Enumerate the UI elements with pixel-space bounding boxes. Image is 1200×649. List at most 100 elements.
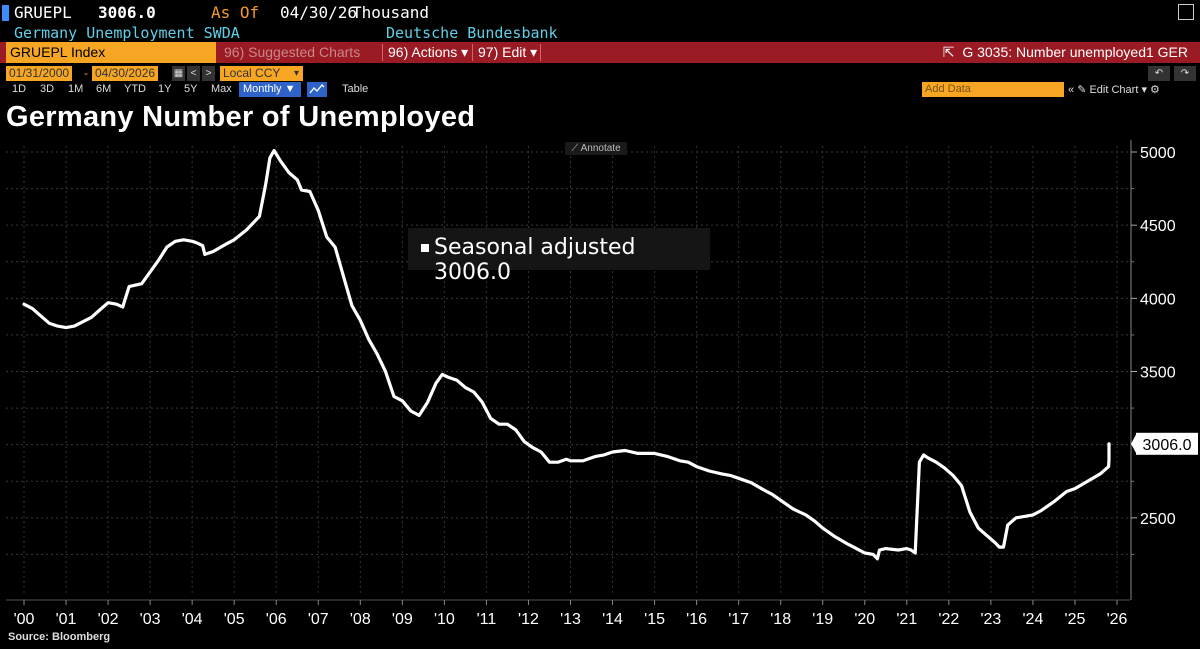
x-tick-label: '24 bbox=[1022, 611, 1043, 628]
period-3d[interactable]: 3D bbox=[40, 83, 55, 95]
data-source: Deutsche Bundesbank bbox=[386, 24, 558, 42]
next-period-button[interactable]: > bbox=[202, 66, 215, 81]
security-header: GRUEPL 3006.0 As Of 04/30/26 Thousand bbox=[0, 2, 1200, 24]
window-resize-icon[interactable] bbox=[1178, 4, 1194, 20]
frequency-label: Monthly bbox=[243, 83, 282, 95]
x-tick-label: '11 bbox=[477, 611, 497, 628]
chart-code-label: G 3035: Number unemployed1 GER bbox=[962, 44, 1188, 60]
pencil-icon: ⟋ bbox=[571, 143, 579, 154]
x-tick-label: '19 bbox=[812, 611, 833, 628]
period-max[interactable]: Max bbox=[211, 83, 232, 95]
x-tick-label: '14 bbox=[602, 611, 623, 628]
x-tick-label: '13 bbox=[560, 611, 581, 628]
security-description-row: Germany Unemployment SWDA Deutsche Bunde… bbox=[0, 24, 1200, 42]
toolbar-divider bbox=[540, 44, 541, 61]
undo-icon[interactable]: ↶ bbox=[1148, 66, 1170, 81]
x-tick-label: '09 bbox=[392, 611, 413, 628]
as-of-label: As Of bbox=[211, 3, 260, 22]
edit-label: Edit bbox=[502, 44, 527, 60]
x-tick-label: '03 bbox=[140, 611, 161, 628]
actions-label: Actions bbox=[411, 44, 458, 60]
x-tick-label: '17 bbox=[728, 611, 749, 628]
security-input[interactable]: GRUEPL Index bbox=[6, 42, 216, 63]
x-tick-label: '06 bbox=[266, 611, 287, 628]
ticker-marker bbox=[2, 5, 9, 21]
edit-icon: ✎ bbox=[1077, 84, 1087, 96]
edit-chart-button[interactable]: « ✎ Edit Chart ▾ ⚙ bbox=[1068, 84, 1160, 96]
period-ytd[interactable]: YTD bbox=[124, 83, 146, 95]
last-value-box bbox=[1136, 432, 1198, 455]
x-tick-label: '00 bbox=[14, 611, 35, 628]
last-value-label: 3006.0 bbox=[1143, 437, 1192, 454]
x-tick-label: '22 bbox=[938, 611, 959, 628]
legend-entry: Seasonal adjusted 3006.0 bbox=[434, 235, 710, 285]
chart-code-title[interactable]: ⇱ G 3035: Number unemployed1 GER bbox=[943, 42, 1188, 63]
collapse-icon: « bbox=[1068, 84, 1075, 96]
x-tick-label: '07 bbox=[308, 611, 329, 628]
x-tick-label: '05 bbox=[224, 611, 245, 628]
legend-value: 3006.0 bbox=[434, 260, 511, 285]
y-tick-label: 3500 bbox=[1140, 365, 1176, 382]
x-tick-label: '04 bbox=[182, 611, 203, 628]
calendar-icon[interactable]: ▦ bbox=[172, 66, 185, 81]
legend-swatch bbox=[421, 244, 429, 252]
x-tick-label: '10 bbox=[434, 611, 455, 628]
y-tick-label: 4500 bbox=[1140, 218, 1176, 235]
as-of-date: 04/30/26 bbox=[280, 3, 358, 22]
chart-title: Germany Number of Unemployed bbox=[6, 101, 476, 133]
x-tick-label: '25 bbox=[1065, 611, 1086, 628]
series-line-seasonal-adjusted bbox=[22, 148, 1111, 561]
x-tick-label: '20 bbox=[854, 611, 875, 628]
period-1d[interactable]: 1D bbox=[12, 83, 27, 95]
last-price: 3006.0 bbox=[98, 3, 156, 22]
actions-menu[interactable]: 96) Actions ▾ bbox=[388, 44, 469, 60]
x-tick-label: '08 bbox=[350, 611, 371, 628]
x-tick-label: '18 bbox=[770, 611, 791, 628]
add-data-input[interactable]: Add Data bbox=[922, 82, 1064, 97]
period-1m[interactable]: 1M bbox=[68, 83, 84, 95]
annotate-label: Annotate bbox=[580, 143, 621, 154]
x-tick-label: '12 bbox=[518, 611, 539, 628]
toolbar-divider bbox=[382, 44, 383, 61]
x-tick-label: '02 bbox=[98, 611, 119, 628]
x-tick-label: '23 bbox=[980, 611, 1001, 628]
x-tick-label: '26 bbox=[1107, 611, 1128, 628]
source-footer: Source: Bloomberg bbox=[8, 631, 111, 643]
last-value-pointer bbox=[1131, 432, 1137, 455]
y-tick-label: 4000 bbox=[1140, 291, 1176, 308]
period-6m[interactable]: 6M bbox=[96, 83, 112, 95]
command-toolbar: GRUEPL Index 96) Suggested Charts 96) Ac… bbox=[0, 42, 1200, 63]
period-1y[interactable]: 1Y bbox=[158, 83, 172, 95]
frequency-select[interactable]: Monthly ▼ bbox=[239, 82, 301, 97]
prev-period-button[interactable]: < bbox=[187, 66, 200, 81]
range-dash: - bbox=[84, 66, 88, 80]
period-5y[interactable]: 5Y bbox=[184, 83, 198, 95]
end-date-input[interactable]: 04/30/2026 bbox=[92, 66, 159, 81]
x-tick-label: '16 bbox=[686, 611, 707, 628]
start-date-input[interactable]: 01/31/2000 bbox=[6, 66, 73, 81]
unit-label: Thousand bbox=[352, 3, 430, 22]
period-row: 1D 3D 1M 6M YTD 1Y 5Y Max Monthly ▼ Tabl… bbox=[0, 82, 1200, 97]
line-chart-icon[interactable] bbox=[307, 82, 327, 97]
chart-legend: Seasonal adjusted 3006.0 bbox=[408, 228, 710, 285]
redo-icon[interactable]: ↷ bbox=[1174, 66, 1196, 81]
y-tick-label: 2500 bbox=[1140, 511, 1176, 528]
currency-dropdown-icon[interactable]: ▾ bbox=[290, 66, 303, 81]
x-tick-label: '01 bbox=[56, 611, 77, 628]
date-range-row: 01/31/2000 - 04/30/2026 ▦ < > Local CCY … bbox=[0, 66, 1200, 82]
table-button[interactable]: Table bbox=[342, 83, 369, 95]
annotate-button[interactable]: ⟋ Annotate bbox=[565, 142, 627, 155]
suggested-charts-label: Suggested Charts bbox=[248, 44, 361, 60]
y-tick-label: 5000 bbox=[1140, 145, 1176, 162]
suggested-charts-menu[interactable]: 96) Suggested Charts bbox=[224, 44, 361, 60]
edit-menu[interactable]: 97) Edit ▾ bbox=[478, 44, 538, 60]
legend-label: Seasonal adjusted bbox=[434, 235, 636, 260]
x-tick-label: '21 bbox=[896, 611, 917, 628]
x-tick-label: '15 bbox=[644, 611, 665, 628]
security-description: Germany Unemployment SWDA bbox=[14, 24, 240, 42]
settings-icon: ⚙ bbox=[1150, 84, 1160, 96]
external-link-icon: ⇱ bbox=[942, 44, 955, 60]
currency-select[interactable]: Local CCY bbox=[220, 66, 294, 81]
ticker-symbol: GRUEPL bbox=[14, 3, 72, 22]
